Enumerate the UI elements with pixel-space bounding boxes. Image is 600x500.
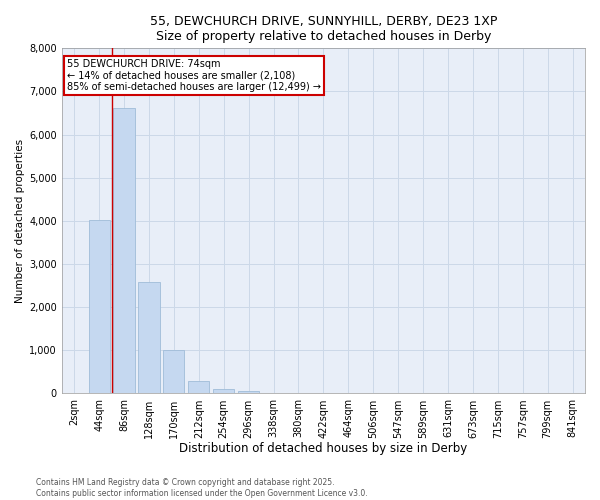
Bar	[238, 392, 259, 394]
Bar	[188, 381, 209, 394]
Bar	[89, 220, 110, 394]
Bar	[113, 108, 134, 394]
Text: Contains HM Land Registry data © Crown copyright and database right 2025.
Contai: Contains HM Land Registry data © Crown c…	[36, 478, 368, 498]
Text: 55 DEWCHURCH DRIVE: 74sqm
← 14% of detached houses are smaller (2,108)
85% of se: 55 DEWCHURCH DRIVE: 74sqm ← 14% of detac…	[67, 58, 321, 92]
Bar	[139, 282, 160, 394]
Bar	[163, 350, 184, 394]
Y-axis label: Number of detached properties: Number of detached properties	[15, 139, 25, 303]
Title: 55, DEWCHURCH DRIVE, SUNNYHILL, DERBY, DE23 1XP
Size of property relative to det: 55, DEWCHURCH DRIVE, SUNNYHILL, DERBY, D…	[150, 15, 497, 43]
X-axis label: Distribution of detached houses by size in Derby: Distribution of detached houses by size …	[179, 442, 467, 455]
Bar	[213, 389, 235, 394]
